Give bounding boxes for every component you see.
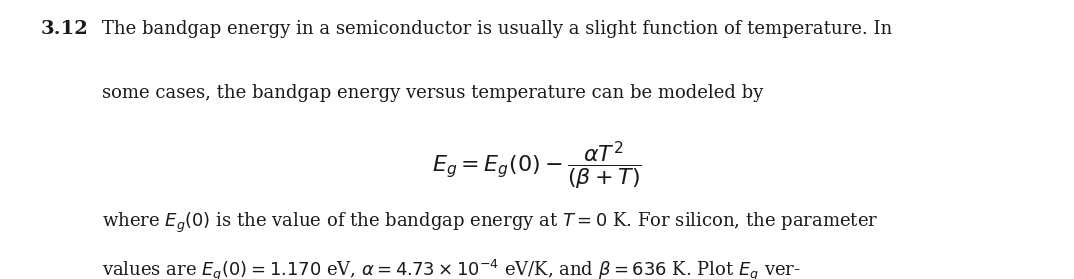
Text: The bandgap energy in a semiconductor is usually a slight function of temperatur: The bandgap energy in a semiconductor is… — [102, 20, 892, 38]
Text: values are $E_g(0) = 1.170$ eV, $\alpha = 4.73 \times 10^{-4}$ eV/K, and $\beta : values are $E_g(0) = 1.170$ eV, $\alpha … — [102, 258, 801, 279]
Text: $E_g = E_g(0) - \dfrac{\alpha T^2}{(\beta + T)}$: $E_g = E_g(0) - \dfrac{\alpha T^2}{(\bet… — [432, 140, 642, 192]
Text: some cases, the bandgap energy versus temperature can be modeled by: some cases, the bandgap energy versus te… — [102, 84, 764, 102]
Text: 3.12: 3.12 — [41, 20, 88, 38]
Text: where $E_g(0)$ is the value of the bandgap energy at $T = 0$ K. For silicon, the: where $E_g(0)$ is the value of the bandg… — [102, 211, 879, 235]
